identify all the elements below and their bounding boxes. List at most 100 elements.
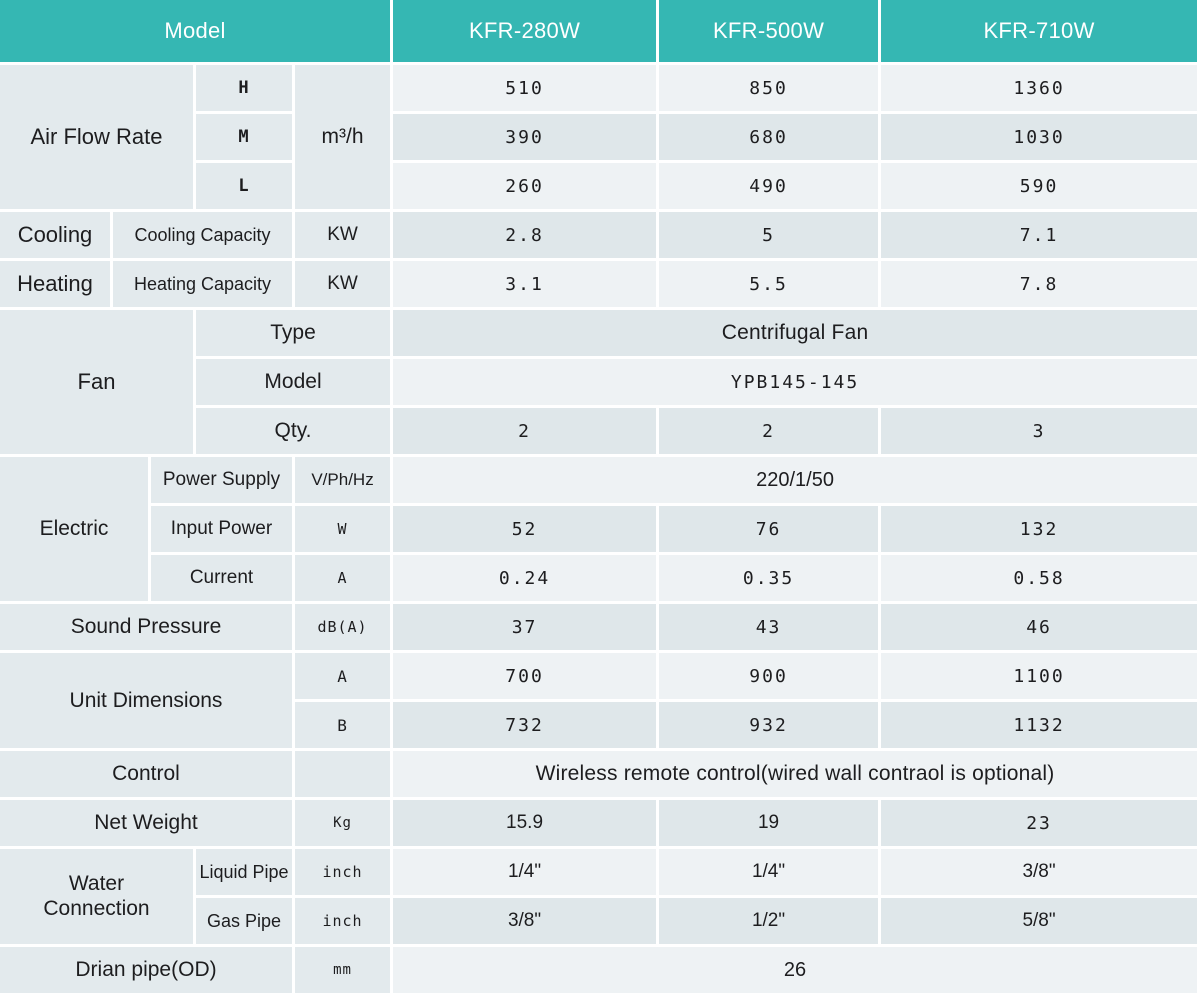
water-connection-label: Water Connection: [0, 849, 196, 947]
table-row: L 260 490 590: [0, 163, 1200, 212]
value-cell: 3/8": [881, 849, 1200, 898]
unit-cell: inch: [295, 898, 394, 947]
value-cell: 15.9: [393, 800, 660, 849]
heating-section-label: Heating: [0, 261, 113, 310]
value-cell: 5.5: [659, 261, 882, 310]
value-cell: 3: [881, 408, 1200, 457]
value-cell: 390: [393, 114, 660, 163]
value-cell: 1/4": [393, 849, 660, 898]
col-header-kfr-710w: KFR-710W: [881, 0, 1200, 65]
unit-cell: Kg: [295, 800, 394, 849]
fan-type-label: Type: [196, 310, 394, 359]
value-cell: 1030: [881, 114, 1200, 163]
electric-section-label: Electric: [0, 457, 151, 604]
liquid-pipe-label: Liquid Pipe: [196, 849, 295, 898]
unit-cell: V/Ph/Hz: [295, 457, 394, 506]
value-cell: 900: [659, 653, 882, 702]
value-cell: 2.8: [393, 212, 660, 261]
unit-cell: W: [295, 506, 394, 555]
table-row: Qty. 2 2 3: [0, 408, 1200, 457]
heating-capacity-label: Heating Capacity: [113, 261, 295, 310]
fan-qty-label: Qty.: [196, 408, 394, 457]
value-cell: 7.1: [881, 212, 1200, 261]
value-cell: 5: [659, 212, 882, 261]
value-cell: 1/4": [659, 849, 882, 898]
empty-unit-cell: [295, 751, 394, 800]
net-weight-label: Net Weight: [0, 800, 295, 849]
value-cell: 490: [659, 163, 882, 212]
value-cell: 19: [659, 800, 882, 849]
table-row: Electric Power Supply V/Ph/Hz 220/1/50: [0, 457, 1200, 604]
table-row: Cooling Cooling Capacity KW 2.8 5 7.1: [0, 212, 1200, 261]
table-row: Fan Type Centrifugal Fan: [0, 310, 1200, 457]
drain-pipe-label: Drian pipe(OD): [0, 947, 295, 996]
cooling-section-label: Cooling: [0, 212, 113, 261]
value-cell: 1100: [881, 653, 1200, 702]
unit-cell: KW: [295, 261, 394, 310]
table-row: Unit Dimensions A 700 900 1100: [0, 653, 1200, 751]
value-cell: 76: [659, 506, 882, 555]
value-cell: 3.1: [393, 261, 660, 310]
airflow-key-l: L: [196, 163, 295, 212]
merged-value-cell: Centrifugal Fan: [393, 310, 1200, 359]
table-row: Net Weight Kg 15.9 19 23: [0, 800, 1200, 849]
unit-cell: A: [295, 555, 394, 604]
table-row: Current A 0.24 0.35 0.58: [0, 555, 1200, 604]
merged-value-cell: YPB145-145: [393, 359, 1200, 408]
unit-cell: KW: [295, 212, 394, 261]
table-row: Drian pipe(OD) mm 26: [0, 947, 1200, 996]
value-cell: 932: [659, 702, 882, 751]
value-cell: 590: [881, 163, 1200, 212]
value-cell: 0.24: [393, 555, 660, 604]
value-cell: 0.58: [881, 555, 1200, 604]
value-cell: 23: [881, 800, 1200, 849]
model-header-cell: Model: [0, 0, 394, 65]
value-cell: 700: [393, 653, 660, 702]
col-header-kfr-500w: KFR-500W: [659, 0, 882, 65]
value-cell: 2: [393, 408, 660, 457]
col-header-kfr-280w: KFR-280W: [393, 0, 660, 65]
dimension-key-a: A: [295, 653, 394, 702]
table-row: Heating Heating Capacity KW 3.1 5.5 7.8: [0, 261, 1200, 310]
unit-cell: mm: [295, 947, 394, 996]
table-row: Gas Pipe inch 3/8" 1/2" 5/8": [0, 898, 1200, 947]
table-row: Input Power W 52 76 132: [0, 506, 1200, 555]
table-row: Air Flow Rate H m³/h 510 850 1360: [0, 65, 1200, 212]
value-cell: 1/2": [659, 898, 882, 947]
value-cell: 43: [659, 604, 882, 653]
value-cell: 7.8: [881, 261, 1200, 310]
value-cell: 52: [393, 506, 660, 555]
airflow-key-h: H: [196, 65, 295, 114]
control-label: Control: [0, 751, 295, 800]
input-power-label: Input Power: [151, 506, 295, 555]
fan-model-label: Model: [196, 359, 394, 408]
merged-value-cell: 220/1/50: [393, 457, 1200, 506]
cooling-capacity-label: Cooling Capacity: [113, 212, 295, 261]
value-cell: 3/8": [393, 898, 660, 947]
unit-cell: dB(A): [295, 604, 394, 653]
value-cell: 46: [881, 604, 1200, 653]
fan-section-label: Fan: [0, 310, 196, 457]
value-cell: 1132: [881, 702, 1200, 751]
merged-value-cell: 26: [393, 947, 1200, 996]
merged-value-cell: Wireless remote control(wired wall contr…: [393, 751, 1200, 800]
dimension-key-b: B: [295, 702, 394, 751]
value-cell: 132: [881, 506, 1200, 555]
value-cell: 5/8": [881, 898, 1200, 947]
table-row: Control Wireless remote control(wired wa…: [0, 751, 1200, 800]
table-row: M 390 680 1030: [0, 114, 1200, 163]
airflow-key-m: M: [196, 114, 295, 163]
value-cell: 850: [659, 65, 882, 114]
value-cell: 510: [393, 65, 660, 114]
unit-dimensions-label: Unit Dimensions: [0, 653, 295, 751]
table-header-row: Model KFR-280W KFR-500W KFR-710W: [0, 0, 1200, 65]
table-row: Sound Pressure dB(A) 37 43 46: [0, 604, 1200, 653]
table-row: B 732 932 1132: [0, 702, 1200, 751]
value-cell: 260: [393, 163, 660, 212]
current-label: Current: [151, 555, 295, 604]
value-cell: 732: [393, 702, 660, 751]
gas-pipe-label: Gas Pipe: [196, 898, 295, 947]
value-cell: 37: [393, 604, 660, 653]
table-row: Water Connection Liquid Pipe inch 1/4" 1…: [0, 849, 1200, 947]
